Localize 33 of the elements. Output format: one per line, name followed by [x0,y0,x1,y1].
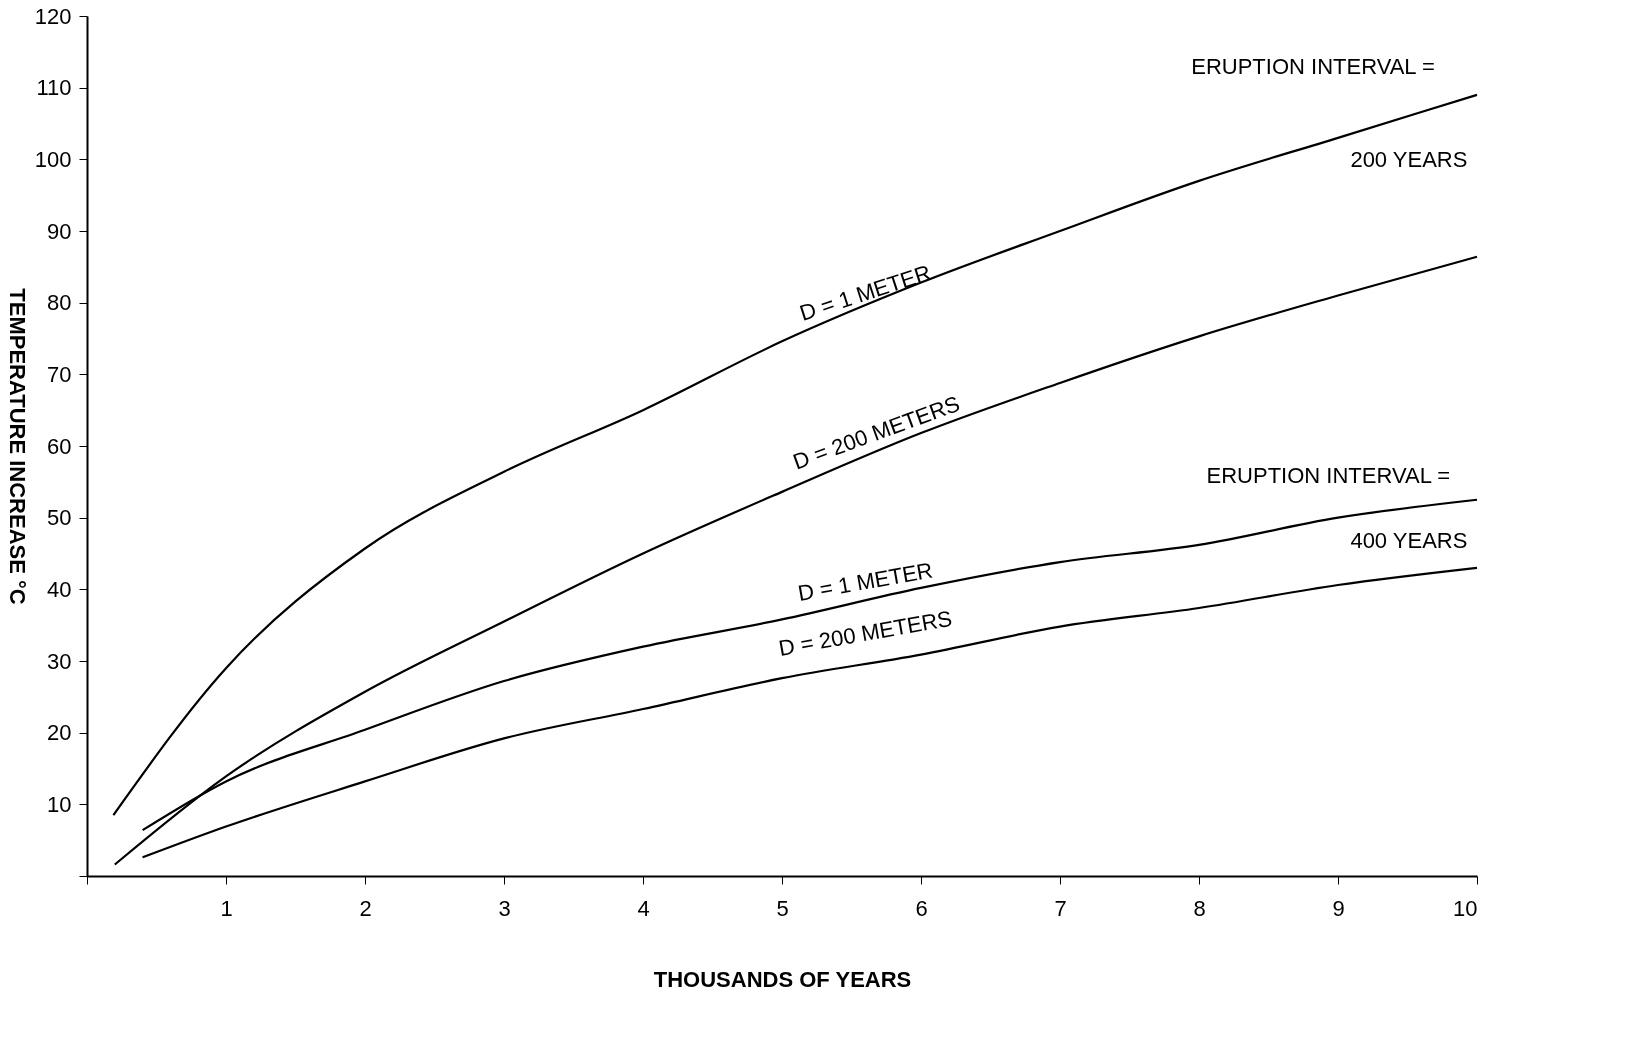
y-tick-label: 40 [47,576,72,602]
x-axis-title: THOUSANDS OF YEARS [653,966,912,992]
y-axis-title: TEMPERATURE INCREASE °C [4,288,30,605]
y-tick-label: 90 [47,218,72,244]
y-tick-label: 10 [47,791,72,817]
line-series [112,93,1479,817]
y-tick-label: 120 [34,3,72,29]
y-tick-label: 20 [47,720,72,746]
x-tick-label: 5 [776,895,789,921]
annotation: 400 YEARS [1350,527,1468,553]
x-tick-label: 3 [498,895,511,921]
y-tick-label: 50 [47,505,72,531]
annotation: ERUPTION INTERVAL = [1191,53,1435,79]
y-tick-label: 80 [47,290,72,316]
annotation: D = 1 METER [796,259,934,326]
x-tick-label: 9 [1332,895,1345,921]
x-tick-label: 2 [359,895,372,921]
x-tick-label: 8 [1193,895,1206,921]
x-tick-label: 10 [1453,895,1478,921]
annotation: D = 1 METER [796,557,935,606]
annotation: D = 200 METERS [776,605,954,661]
y-tick-label: 60 [47,433,72,459]
x-tick-label: 6 [915,895,928,921]
y-tick-label: 100 [34,146,72,172]
y-tick-label: 30 [47,648,72,674]
y-tick-label: 110 [36,75,72,101]
x-tick-label: 7 [1054,895,1067,921]
x-tick-label: 4 [637,895,650,921]
x-tick-label: 1 [220,895,233,921]
line-series [113,255,1479,866]
annotation: 200 YEARS [1350,147,1468,173]
y-tick-label: 70 [47,361,72,387]
annotation: ERUPTION INTERVAL = [1206,463,1451,489]
